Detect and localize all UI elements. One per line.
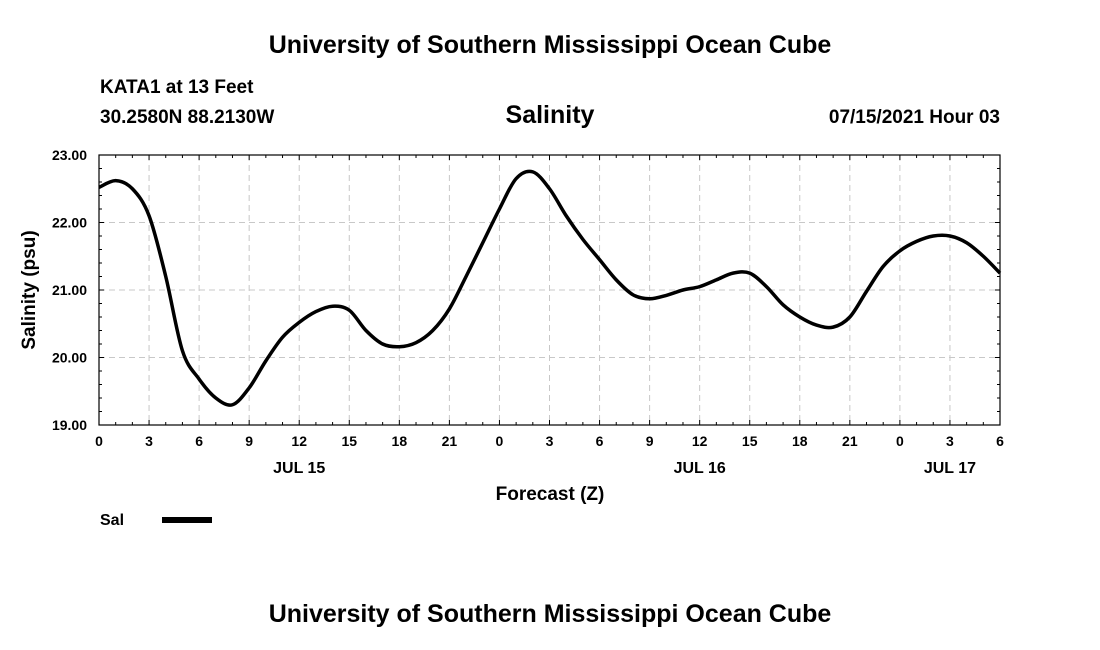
x-tick-label: 0 — [95, 433, 103, 449]
y-tick-label: 19.00 — [52, 417, 87, 433]
x-tick-label: 0 — [496, 433, 504, 449]
y-axis-label: Salinity (psu) — [19, 230, 40, 349]
legend-label: Sal — [100, 512, 124, 529]
plot-area — [98, 169, 1002, 407]
x-tick-label: 12 — [291, 433, 307, 449]
grid — [99, 155, 1000, 425]
x-axis-label: Forecast (Z) — [496, 484, 605, 505]
x-tick-label: 21 — [842, 433, 858, 449]
x-tick-label: 3 — [145, 433, 153, 449]
footer-title: University of Southern Mississippi Ocean… — [268, 600, 832, 628]
station-label: KATA1 at 13 Feet — [100, 77, 254, 98]
y-tick-label: 22.00 — [52, 215, 87, 231]
page-title: University of Southern Mississippi Ocean… — [268, 31, 832, 59]
forecast-datetime: 07/15/2021 Hour 03 — [828, 107, 1000, 128]
x-tick-label: 18 — [792, 433, 808, 449]
x-tick-label: 6 — [195, 433, 203, 449]
date-label: JUL 17 — [924, 460, 976, 477]
salinity-series-line — [98, 169, 1002, 407]
y-tick-label: 20.00 — [52, 350, 87, 366]
date-label: JUL 16 — [674, 460, 726, 477]
station-coordinates: 30.2580N 88.2130W — [100, 107, 275, 128]
axes: 0 3 6 9 12 15 18 21 0 3 6 9 12 15 18 21 0 3 6 JUL 15 JUL 16 J… — [52, 147, 1004, 477]
x-tick-label: 3 — [946, 433, 954, 449]
x-tick-label: 15 — [742, 433, 758, 449]
x-tick-label: 21 — [442, 433, 458, 449]
y-tick-label: 23.00 — [52, 147, 87, 163]
y-tick-label: 21.00 — [52, 282, 87, 298]
chart-title: Salinity — [505, 101, 595, 129]
x-tick-label: 9 — [646, 433, 654, 449]
x-tick-label: 12 — [692, 433, 708, 449]
x-tick-label: 6 — [996, 433, 1004, 449]
date-label: JUL 15 — [273, 460, 325, 477]
x-tick-label: 3 — [546, 433, 554, 449]
x-tick-label: 15 — [341, 433, 357, 449]
x-tick-label: 9 — [245, 433, 253, 449]
x-tick-label: 6 — [596, 433, 604, 449]
x-tick-label: 18 — [392, 433, 408, 449]
x-tick-label: 0 — [896, 433, 904, 449]
